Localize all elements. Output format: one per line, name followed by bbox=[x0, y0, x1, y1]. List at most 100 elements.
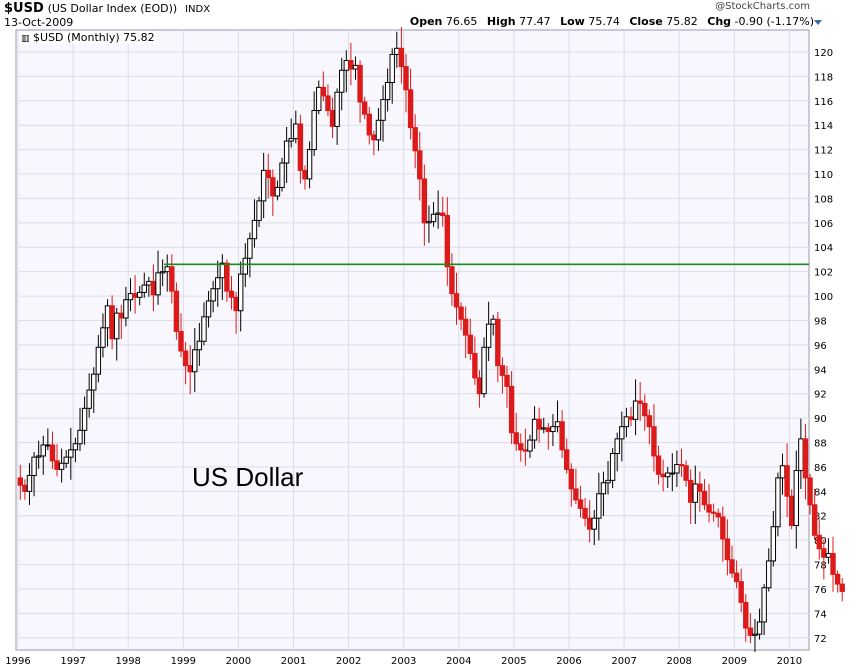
candle-body bbox=[136, 291, 143, 298]
candle-body bbox=[63, 456, 69, 464]
candle-body bbox=[449, 266, 455, 295]
candle-body bbox=[733, 572, 740, 583]
candle-body bbox=[816, 534, 822, 550]
candle-body bbox=[435, 212, 441, 215]
candle-body bbox=[527, 439, 533, 452]
candle-body bbox=[247, 238, 253, 259]
candle-body bbox=[825, 553, 832, 558]
candle-body bbox=[743, 601, 749, 629]
chart-date: 13-Oct-2009 bbox=[4, 16, 74, 29]
credit-link[interactable]: @StockCharts.com bbox=[715, 1, 810, 12]
candle-body bbox=[738, 581, 744, 603]
candle-body bbox=[17, 477, 23, 486]
y-tick-label: 94 bbox=[814, 365, 827, 376]
candle-body bbox=[545, 427, 552, 433]
candle-body bbox=[109, 305, 115, 340]
candle-body bbox=[329, 110, 336, 127]
y-tick-label: 108 bbox=[814, 194, 833, 205]
candle-body bbox=[361, 101, 368, 115]
low-value: 75.74 bbox=[588, 15, 620, 28]
y-tick-label: 114 bbox=[814, 121, 833, 132]
candle-body bbox=[297, 123, 304, 171]
candle-body bbox=[775, 477, 781, 528]
chevron-down-icon[interactable] bbox=[814, 20, 822, 25]
candle-body bbox=[476, 377, 483, 395]
candle-body bbox=[485, 323, 492, 348]
x-tick-label: 2003 bbox=[391, 656, 416, 667]
candle-body bbox=[600, 482, 607, 495]
candle-body bbox=[550, 426, 556, 433]
candle-body bbox=[123, 299, 129, 319]
y-tick-label: 104 bbox=[814, 243, 833, 254]
candle-body bbox=[270, 177, 276, 197]
chart-annotation: US Dollar bbox=[192, 462, 304, 492]
candle-body bbox=[114, 312, 120, 340]
candle-body bbox=[352, 64, 359, 70]
candle-body bbox=[646, 415, 653, 428]
candle-body bbox=[554, 421, 561, 428]
x-tick-label: 2008 bbox=[666, 656, 691, 667]
candle-body bbox=[609, 453, 616, 481]
x-tick-label: 2002 bbox=[336, 656, 361, 667]
candle-body bbox=[421, 178, 428, 224]
candle-body bbox=[591, 517, 597, 530]
candle-body bbox=[274, 186, 281, 197]
y-tick-label: 96 bbox=[814, 341, 827, 352]
candle-body bbox=[720, 516, 726, 540]
candle-body bbox=[766, 560, 772, 589]
candle-body bbox=[279, 162, 285, 188]
candle-body bbox=[242, 257, 248, 275]
candle-body bbox=[834, 573, 841, 585]
candle-body bbox=[306, 149, 313, 180]
candle-body bbox=[596, 493, 602, 519]
candle-body bbox=[623, 416, 630, 428]
candle-body bbox=[830, 553, 836, 575]
candle-body bbox=[58, 462, 65, 470]
low-label: Low bbox=[560, 15, 585, 28]
candle-body bbox=[453, 293, 460, 308]
candle-body bbox=[770, 526, 777, 562]
candle-legend-icon: ▥ bbox=[21, 34, 30, 44]
chart-title: $USD (US Dollar Index (EOD)) INDX bbox=[4, 1, 210, 16]
candle-body bbox=[651, 426, 657, 457]
candle-body bbox=[784, 465, 790, 497]
x-tick-label: 1998 bbox=[115, 656, 140, 667]
close-label: Close bbox=[629, 15, 663, 28]
candle-body bbox=[325, 95, 331, 112]
candle-body bbox=[398, 47, 405, 68]
y-tick-label: 74 bbox=[814, 609, 827, 620]
candle-body bbox=[426, 221, 432, 224]
candle-body bbox=[260, 169, 267, 202]
y-tick-label: 76 bbox=[814, 585, 827, 596]
candle-body bbox=[91, 373, 97, 391]
candle-body bbox=[802, 438, 809, 479]
candle-body bbox=[605, 479, 611, 484]
candle-body bbox=[100, 327, 106, 348]
candle-body bbox=[81, 407, 88, 431]
x-tick-label: 2001 bbox=[281, 656, 306, 667]
candle-body bbox=[440, 212, 446, 217]
candle-body bbox=[26, 474, 33, 492]
candle-body bbox=[215, 277, 221, 290]
candle-body bbox=[508, 385, 515, 434]
candle-body bbox=[559, 421, 565, 451]
y-tick-label: 98 bbox=[814, 316, 827, 327]
y-tick-label: 78 bbox=[814, 561, 827, 572]
symbol: $USD bbox=[4, 1, 44, 16]
candle-body bbox=[564, 449, 570, 470]
chart-legend: ▥ $USD (Monthly) 75.82 bbox=[19, 31, 157, 44]
candle-body bbox=[669, 472, 676, 475]
high-label: High bbox=[486, 15, 516, 28]
candle-body bbox=[522, 449, 529, 452]
candle-body bbox=[504, 374, 510, 387]
candle-body bbox=[72, 443, 79, 451]
candle-body bbox=[798, 438, 804, 472]
candle-body bbox=[205, 300, 212, 318]
candle-body bbox=[531, 418, 538, 441]
candle-body bbox=[127, 293, 134, 301]
candle-body bbox=[35, 455, 42, 458]
y-tick-label: 116 bbox=[814, 97, 833, 108]
candle-body bbox=[228, 290, 235, 298]
candle-body bbox=[237, 273, 244, 312]
candle-body bbox=[334, 91, 340, 127]
